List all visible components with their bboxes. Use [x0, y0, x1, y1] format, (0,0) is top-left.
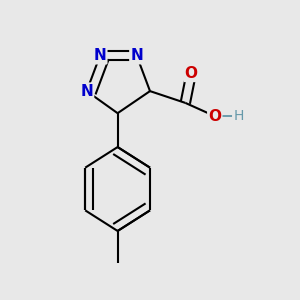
Text: H: H [233, 109, 244, 123]
Text: N: N [80, 84, 93, 99]
Text: O: O [208, 109, 221, 124]
Text: N: N [130, 48, 143, 63]
Text: N: N [94, 48, 106, 63]
Text: O: O [185, 66, 198, 81]
